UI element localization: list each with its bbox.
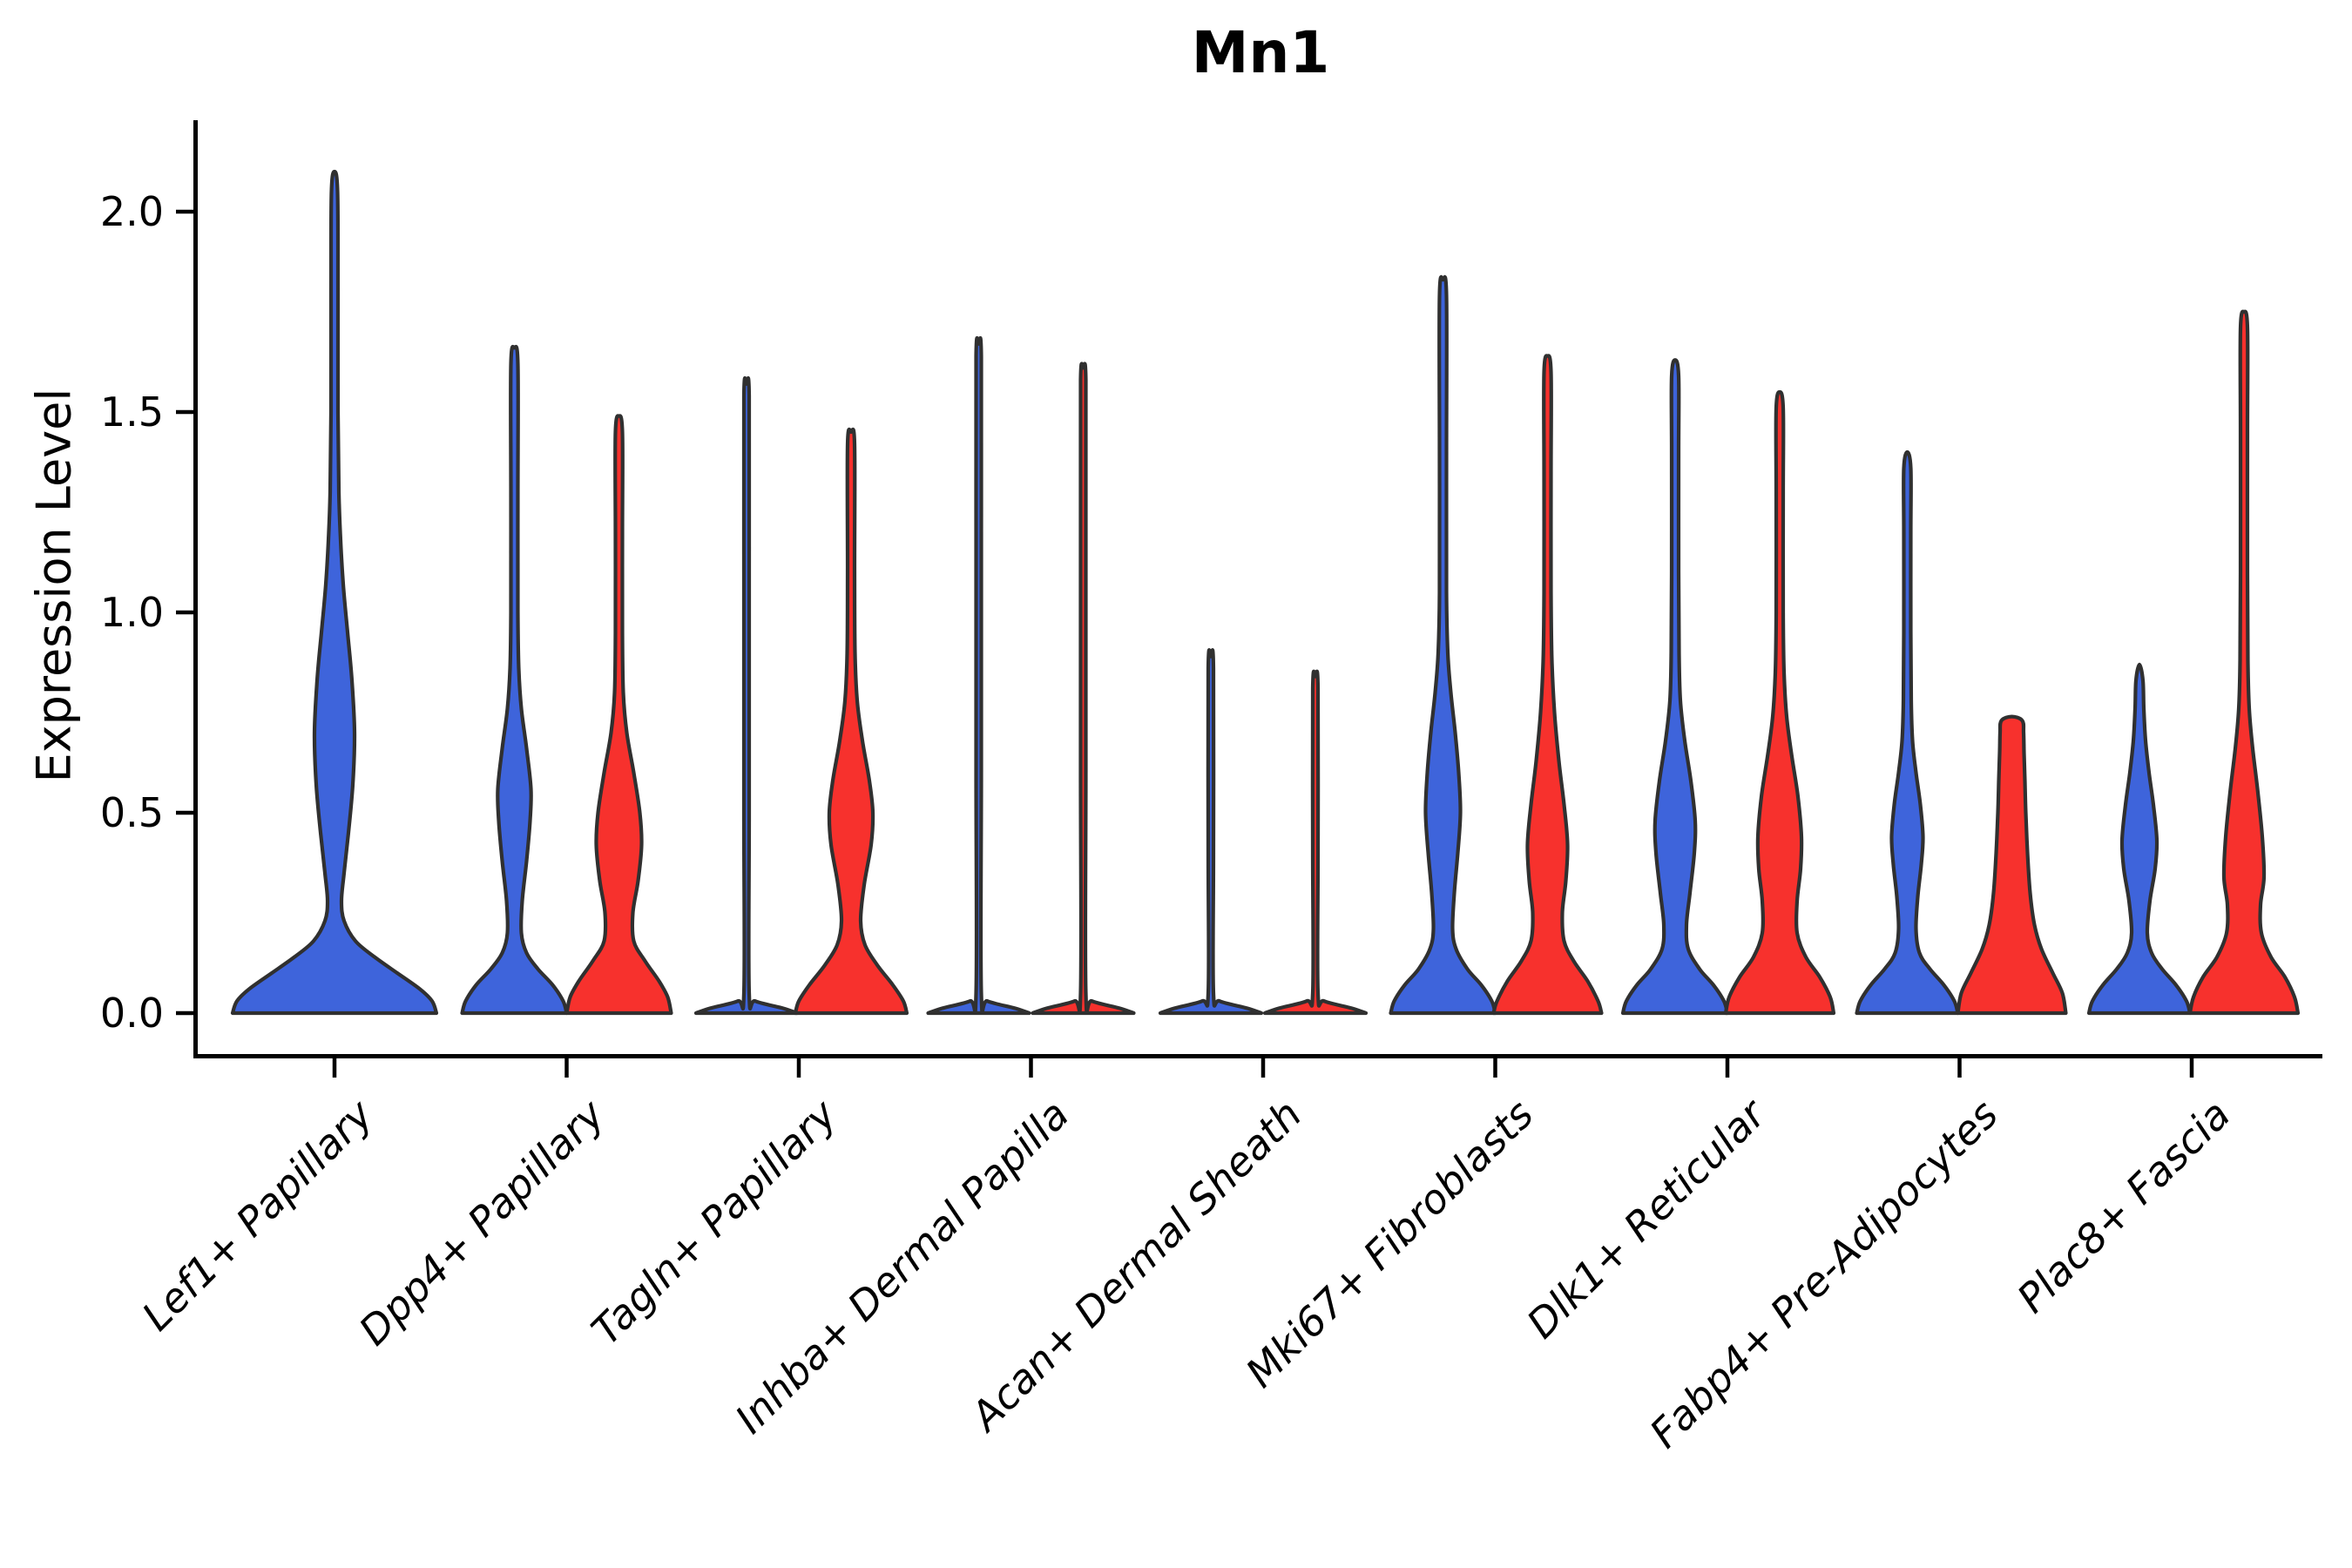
y-tick-label: 2.0 xyxy=(99,188,164,235)
violin-tagln-papillary-blue xyxy=(693,376,800,1016)
y-tick-label: 1.5 xyxy=(99,389,164,436)
x-axis-spine xyxy=(193,1054,2322,1058)
y-tick-mark xyxy=(176,610,193,615)
x-tick-mark xyxy=(2189,1058,2194,1078)
y-tick-mark xyxy=(176,209,193,214)
x-tick-mark xyxy=(796,1058,801,1078)
y-axis-spine xyxy=(193,120,198,1058)
y-tick-label: 0.0 xyxy=(99,990,164,1037)
violin-plac8-fascia-blue xyxy=(2086,662,2193,1016)
chart-title: Mn1 xyxy=(1191,19,1330,86)
x-tick-mark xyxy=(1260,1058,1266,1078)
x-tick-mark xyxy=(1957,1058,1962,1078)
violin-acan-dermal-sheath-red xyxy=(1262,669,1369,1016)
y-tick-mark xyxy=(176,810,193,815)
y-tick-label: 0.5 xyxy=(99,789,164,836)
violin-inhba-dermal-papilla-red xyxy=(1031,362,1136,1016)
x-tick-mark xyxy=(332,1058,337,1078)
x-tick-mark xyxy=(1725,1058,1730,1078)
violin-plac8-fascia-red xyxy=(2187,309,2301,1016)
violin-mki67-fibroblasts-red xyxy=(1491,354,1604,1016)
y-tick-mark xyxy=(176,1010,193,1016)
violin-mki67-fibroblasts-blue xyxy=(1389,274,1497,1016)
y-axis-label: Expression Level xyxy=(26,388,82,783)
y-tick-label: 1.0 xyxy=(99,589,164,636)
violin-fabp4-pre-adipocytes-red xyxy=(1956,714,2068,1016)
violin-dlk1-reticular-blue xyxy=(1620,358,1730,1016)
violin-dpp4-papillary-blue xyxy=(460,344,569,1016)
violin-dlk1-reticular-red xyxy=(1723,389,1836,1016)
violin-acan-dermal-sheath-blue xyxy=(1158,648,1264,1016)
violin-inhba-dermal-papilla-blue xyxy=(926,336,1031,1016)
violin-dpp4-papillary-red xyxy=(564,414,673,1016)
violin-tagln-papillary-red xyxy=(793,427,909,1016)
x-tick-mark xyxy=(564,1058,569,1078)
violin-fabp4-pre-adipocytes-blue xyxy=(1855,449,1960,1016)
y-tick-mark xyxy=(176,409,193,415)
x-tick-mark xyxy=(1493,1058,1497,1078)
x-tick-mark xyxy=(1029,1058,1033,1078)
violin-lef1-papillary-blue xyxy=(230,169,439,1016)
